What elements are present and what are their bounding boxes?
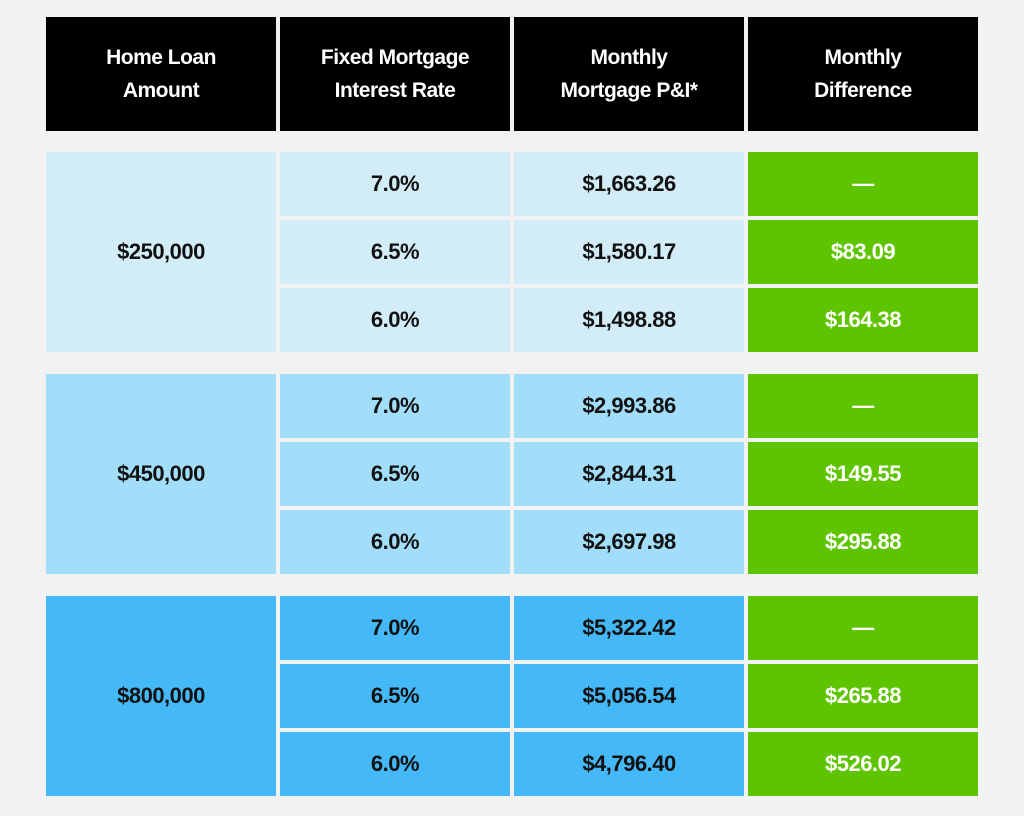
monthly-payment: $1,663.26 — [582, 171, 676, 196]
monthly-payment: $2,844.31 — [582, 461, 676, 486]
monthly-payment-cell: $2,993.86 — [514, 374, 744, 438]
monthly-difference: $149.55 — [824, 461, 902, 486]
header-line: Difference — [814, 79, 912, 102]
interest-rate-cell: 6.5% — [280, 442, 510, 506]
interest-rate: 7.0% — [370, 171, 420, 196]
interest-rate-cell: 7.0% — [280, 374, 510, 438]
header-cell: Monthly Mortgage P&I* — [514, 17, 744, 131]
loan-amount-cell: $250,000 — [46, 152, 276, 352]
monthly-payment: $2,697.98 — [582, 529, 676, 554]
interest-rate-cell: 7.0% — [280, 596, 510, 660]
monthly-payment: $2,993.86 — [582, 393, 676, 418]
interest-rate-cell: 7.0% — [280, 152, 510, 216]
monthly-difference-cell: $149.55 — [748, 442, 978, 506]
monthly-difference-cell: — — [748, 152, 978, 216]
monthly-difference-cell: $295.88 — [748, 510, 978, 574]
header-line: Amount — [122, 79, 200, 102]
header-line: Interest Rate — [334, 79, 456, 102]
loan-amount: $800,000 — [117, 683, 205, 708]
interest-rate-cell: 6.5% — [280, 220, 510, 284]
monthly-difference: $265.88 — [824, 683, 902, 708]
interest-rate: 6.0% — [370, 529, 420, 554]
monthly-difference: $164.38 — [824, 307, 902, 332]
monthly-difference-cell: $83.09 — [748, 220, 978, 284]
header-cell: Monthly Difference — [748, 17, 978, 131]
header-line: Home Loan — [106, 46, 216, 69]
header-line: Mortgage P&I* — [560, 79, 698, 102]
monthly-difference-cell: — — [748, 374, 978, 438]
monthly-difference: — — [852, 393, 874, 418]
monthly-payment-cell: $1,580.17 — [514, 220, 744, 284]
monthly-payment: $4,796.40 — [582, 751, 676, 776]
header-line: Monthly — [824, 46, 902, 69]
interest-rate-cell: 6.5% — [280, 664, 510, 728]
monthly-difference: $295.88 — [824, 529, 902, 554]
monthly-payment: $1,580.17 — [582, 239, 676, 264]
interest-rate: 7.0% — [370, 393, 420, 418]
monthly-payment-cell: $4,796.40 — [514, 732, 744, 796]
monthly-payment: $5,056.54 — [582, 683, 676, 708]
monthly-difference: $83.09 — [830, 239, 896, 264]
interest-rate: 6.5% — [370, 683, 420, 708]
interest-rate: 6.5% — [370, 461, 420, 486]
interest-rate-cell: 6.0% — [280, 510, 510, 574]
monthly-difference: — — [852, 615, 874, 640]
interest-rate-cell: 6.0% — [280, 288, 510, 352]
header-cell: Home Loan Amount — [46, 17, 276, 131]
monthly-difference: $526.02 — [824, 751, 902, 776]
monthly-payment-cell: $2,844.31 — [514, 442, 744, 506]
interest-rate-cell: 6.0% — [280, 732, 510, 796]
monthly-payment: $1,498.88 — [582, 307, 676, 332]
header-line: Fixed Mortgage — [320, 46, 470, 69]
monthly-difference-cell: $526.02 — [748, 732, 978, 796]
monthly-payment-cell: $5,322.42 — [514, 596, 744, 660]
monthly-payment-cell: $1,498.88 — [514, 288, 744, 352]
monthly-difference-cell: $265.88 — [748, 664, 978, 728]
monthly-payment-cell: $1,663.26 — [514, 152, 744, 216]
loan-amount: $450,000 — [117, 461, 205, 486]
monthly-difference-cell: $164.38 — [748, 288, 978, 352]
interest-rate: 7.0% — [370, 615, 420, 640]
interest-rate: 6.5% — [370, 239, 420, 264]
interest-rate: 6.0% — [370, 307, 420, 332]
loan-amount: $250,000 — [117, 239, 205, 264]
monthly-payment-cell: $2,697.98 — [514, 510, 744, 574]
header-line: Monthly — [590, 46, 668, 69]
loan-amount-cell: $800,000 — [46, 596, 276, 796]
monthly-payment-cell: $5,056.54 — [514, 664, 744, 728]
monthly-payment: $5,322.42 — [582, 615, 676, 640]
monthly-difference-cell: — — [748, 596, 978, 660]
interest-rate: 6.0% — [370, 751, 420, 776]
header-cell: Fixed Mortgage Interest Rate — [280, 17, 510, 131]
monthly-difference: — — [852, 171, 874, 196]
loan-amount-cell: $450,000 — [46, 374, 276, 574]
